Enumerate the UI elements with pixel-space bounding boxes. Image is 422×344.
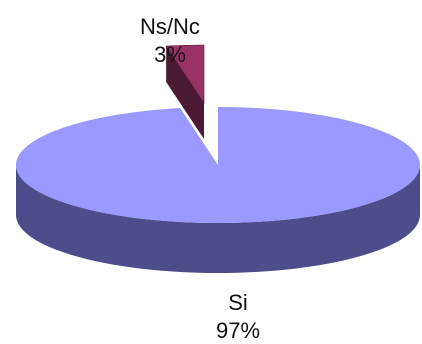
pie-slice-si-side [16,165,420,273]
pie-slice-nsnc [165,44,205,104]
slice-label-si-percent: 97% [216,318,260,343]
slice-label-nsnc-name: Ns/Nc [140,14,200,39]
slice-label-nsnc-percent: 3% [154,42,186,67]
pie-slice-si [15,107,420,223]
slice-label-si-name: Si [228,290,248,315]
pie-slice-nsnc-side [166,46,204,139]
pie-group [15,44,420,273]
